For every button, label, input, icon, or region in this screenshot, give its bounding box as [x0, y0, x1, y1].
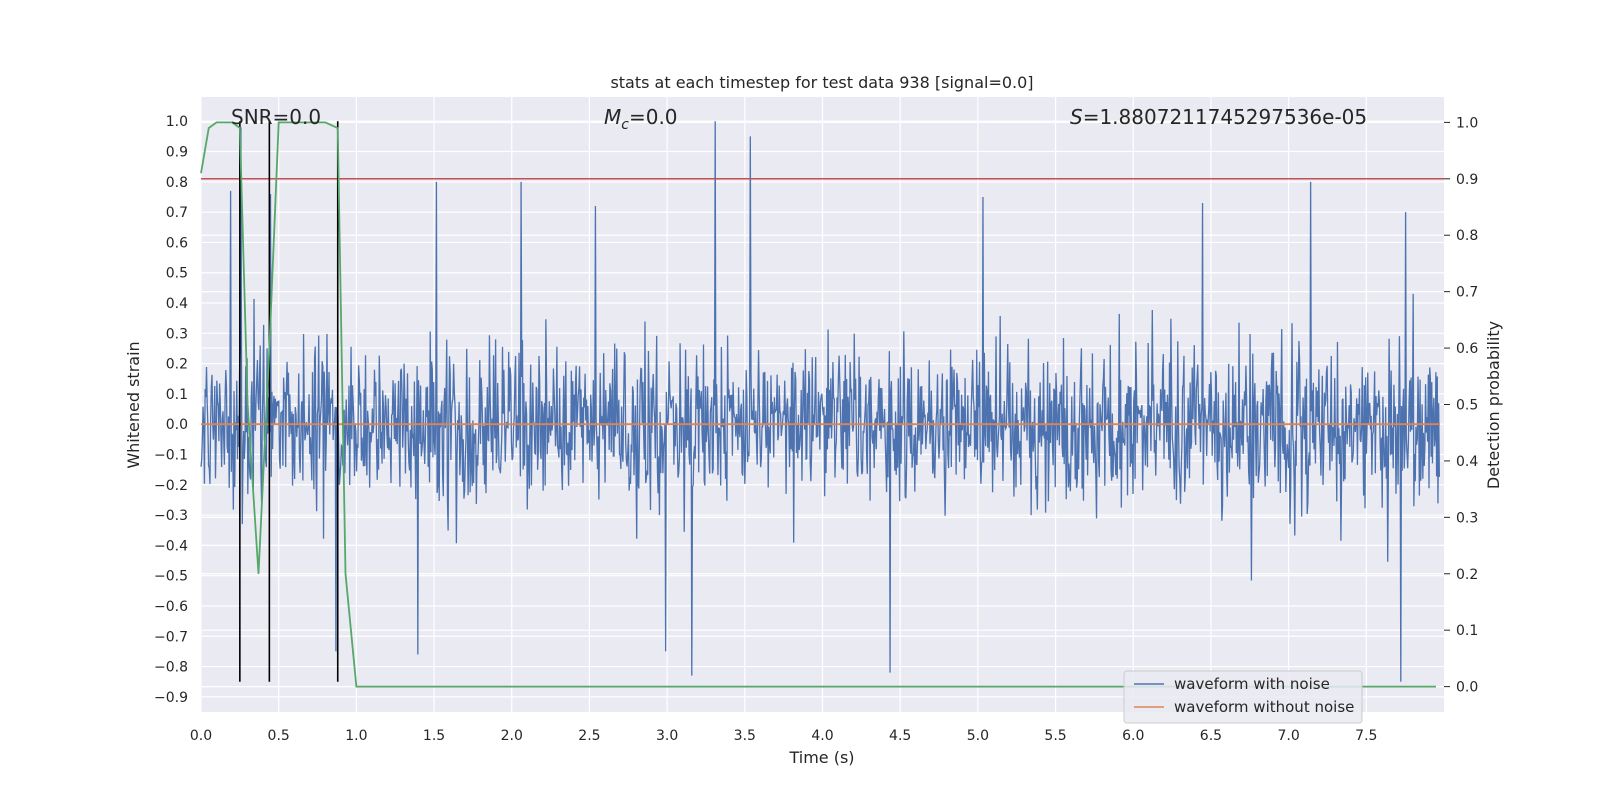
noise-waveform-line	[200, 121, 1440, 682]
x-tick-label: 5.0	[967, 728, 989, 744]
x-tick-label: 6.5	[1200, 728, 1222, 744]
legend-label-clean: waveform without noise	[1174, 698, 1354, 716]
x-tick-label: 7.0	[1277, 728, 1299, 744]
y-right-tick-label: 0.1	[1456, 623, 1478, 639]
y-tick-label: 0.3	[166, 326, 188, 342]
y-axis-right-ticks: 0.0 0.1 0.2 0.3 0.4 0.5 0.6 0.7 0.8 0.9 1.0	[1444, 115, 1478, 696]
x-tick-label: 4.0	[811, 728, 833, 744]
vertical-markers	[239, 121, 339, 682]
chart-title: stats at each timestep for test data 938…	[610, 73, 1033, 92]
y-axis-right-label: Detection probability	[1484, 321, 1503, 489]
x-tick-label: 2.5	[578, 728, 600, 744]
x-tick-label: 7.5	[1355, 728, 1377, 744]
x-tick-label: 3.5	[734, 728, 756, 744]
s-symbol: S	[1070, 105, 1083, 129]
y-right-tick-label: 0.6	[1456, 341, 1478, 357]
detection-probability-line	[200, 121, 1436, 688]
y-axis-ticks: −0.9 −0.8 −0.7 −0.6 −0.5 −0.4 −0.3 −0.2 −0.1 0.0 0…	[154, 114, 188, 706]
x-tick-label: 5.5	[1044, 728, 1066, 744]
chirp-mass-value: =0.0	[629, 105, 678, 129]
x-tick-label: 0.5	[268, 728, 290, 744]
y-tick-label: 0.2	[166, 357, 188, 373]
s-annotation: S=1.8807211745297536e-05	[1070, 105, 1367, 129]
x-axis-label: Time (s)	[788, 748, 854, 767]
y-right-tick-label: 1.0	[1456, 115, 1478, 131]
y-right-tick-label: 0.5	[1456, 398, 1478, 414]
y-tick-label: 0.1	[166, 387, 188, 403]
y-tick-label: 0.9	[166, 145, 188, 161]
chirp-mass-annotation: Mc=0.0	[604, 105, 678, 133]
chirp-mass-symbol: M	[604, 105, 621, 129]
y-right-tick-label: 0.7	[1456, 285, 1478, 301]
chirp-mass-subscript: c	[621, 117, 629, 133]
y-right-tick-label: 0.4	[1456, 454, 1478, 470]
legend: waveform with noise waveform without noi…	[1123, 670, 1363, 724]
y-tick-label: 1.0	[166, 114, 188, 130]
y-tick-label: −0.6	[154, 599, 188, 615]
y-right-tick-label: 0.3	[1456, 510, 1478, 526]
y-axis-label: Whitened strain	[124, 341, 143, 468]
y-tick-label: −0.5	[154, 569, 188, 585]
x-tick-label: 4.5	[889, 728, 911, 744]
series-waveform-with-noise	[200, 121, 1440, 682]
y-tick-label: 0.6	[166, 235, 188, 251]
y-tick-label: −0.4	[154, 538, 188, 554]
y-tick-label: −0.9	[154, 690, 188, 706]
s-value: =1.8807211745297536e-05	[1083, 105, 1367, 129]
x-tick-label: 0.0	[190, 728, 212, 744]
series-detection-probability	[200, 121, 1436, 688]
y-tick-label: −0.3	[154, 508, 188, 524]
x-tick-label: 1.5	[423, 728, 445, 744]
snr-annotation: SNR=0.0	[231, 105, 321, 129]
y-tick-label: 0.7	[166, 205, 188, 221]
y-right-tick-label: 0.8	[1456, 228, 1478, 244]
x-tick-label: 1.0	[345, 728, 367, 744]
legend-box	[1123, 670, 1363, 724]
y-tick-label: −0.1	[154, 447, 188, 463]
y-tick-label: −0.8	[154, 660, 188, 676]
y-right-tick-label: 0.2	[1456, 567, 1478, 583]
y-tick-label: 0.4	[166, 296, 188, 312]
x-tick-label: 6.0	[1122, 728, 1144, 744]
y-tick-label: 0.8	[166, 175, 188, 191]
y-tick-label: −0.2	[154, 478, 188, 494]
y-tick-label: 0.5	[166, 266, 188, 282]
x-tick-label: 3.0	[656, 728, 678, 744]
y-right-tick-label: 0.9	[1456, 172, 1478, 188]
x-tick-label: 2.0	[501, 728, 523, 744]
y-right-tick-label: 0.0	[1456, 680, 1478, 696]
legend-label-noise: waveform with noise	[1174, 675, 1330, 693]
y-tick-label: 0.0	[166, 417, 188, 433]
x-axis-ticks: 0.0 0.5 1.0 1.5 2.0 2.5 3.0 3.5 4.0 4.5 5.0 5.5 6.0 6…	[190, 728, 1378, 744]
y-tick-label: −0.7	[154, 629, 188, 645]
